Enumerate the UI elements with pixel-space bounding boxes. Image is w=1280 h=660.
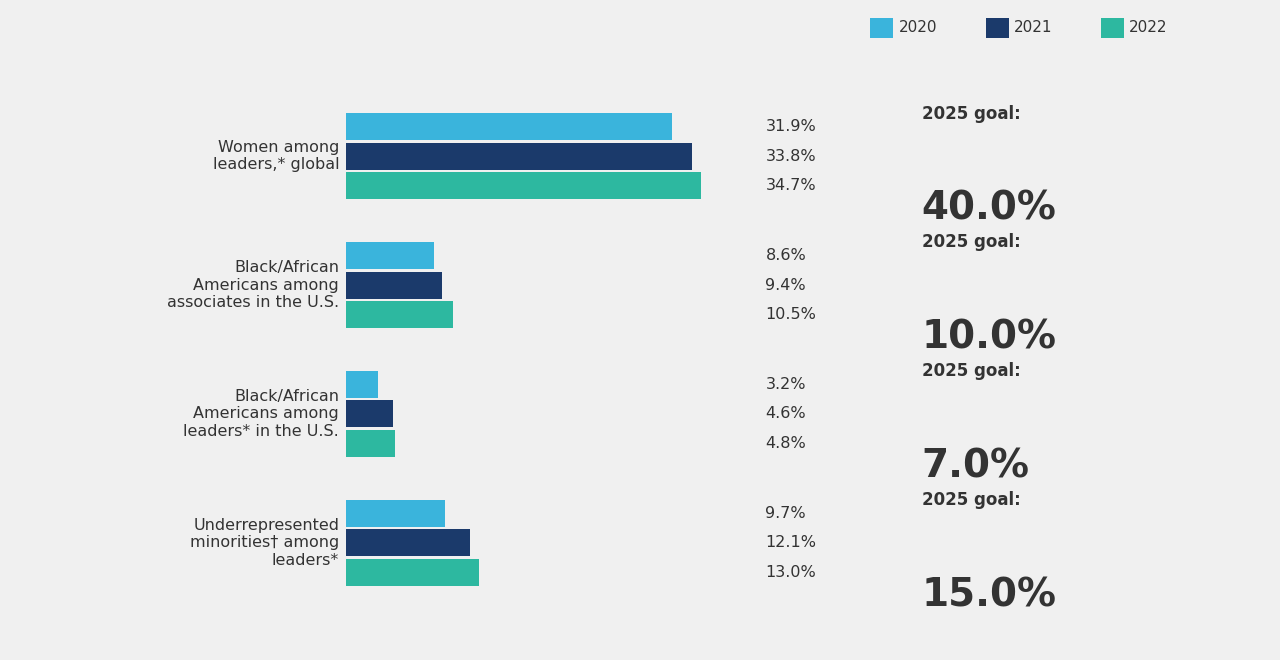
Bar [346, 113, 672, 140]
Text: Black/African
Americans among
leaders* in the U.S.: Black/African Americans among leaders* i… [183, 389, 339, 439]
Bar [346, 529, 470, 556]
Text: 4.8%: 4.8% [765, 436, 806, 451]
Bar [346, 143, 691, 170]
Text: 2022: 2022 [1129, 20, 1167, 35]
Text: 33.8%: 33.8% [765, 148, 817, 164]
Text: 8.6%: 8.6% [765, 248, 806, 263]
Text: 9.4%: 9.4% [765, 278, 806, 292]
Bar [346, 301, 453, 328]
Bar [346, 271, 442, 298]
Text: 34.7%: 34.7% [765, 178, 817, 193]
Text: 7.0%: 7.0% [922, 447, 1029, 486]
Text: 2025 goal:: 2025 goal: [922, 104, 1020, 123]
Text: 31.9%: 31.9% [765, 119, 817, 134]
Text: 9.7%: 9.7% [765, 506, 806, 521]
Text: 2025 goal:: 2025 goal: [922, 234, 1020, 251]
Bar [346, 242, 434, 269]
Bar [346, 500, 445, 527]
Text: 10.5%: 10.5% [765, 307, 817, 322]
Text: Women among
leaders,* global: Women among leaders,* global [212, 140, 339, 172]
Text: 3.2%: 3.2% [765, 377, 806, 392]
Text: Black/African
Americans among
associates in the U.S.: Black/African Americans among associates… [168, 260, 339, 310]
Text: 10.0%: 10.0% [922, 319, 1056, 356]
Text: 13.0%: 13.0% [765, 565, 817, 580]
Text: 2020: 2020 [899, 20, 937, 35]
Text: 2025 goal:: 2025 goal: [922, 491, 1020, 509]
Text: 4.6%: 4.6% [765, 407, 806, 422]
Bar [346, 172, 701, 199]
Bar [346, 371, 379, 398]
Text: Underrepresented
minorities† among
leaders*: Underrepresented minorities† among leade… [189, 518, 339, 568]
Bar [346, 559, 479, 586]
Text: 40.0%: 40.0% [922, 190, 1056, 228]
Text: 15.0%: 15.0% [922, 576, 1056, 614]
Text: 2021: 2021 [1014, 20, 1052, 35]
Bar [346, 430, 394, 457]
Text: 12.1%: 12.1% [765, 535, 817, 550]
Bar [346, 401, 393, 428]
Text: 2025 goal:: 2025 goal: [922, 362, 1020, 380]
